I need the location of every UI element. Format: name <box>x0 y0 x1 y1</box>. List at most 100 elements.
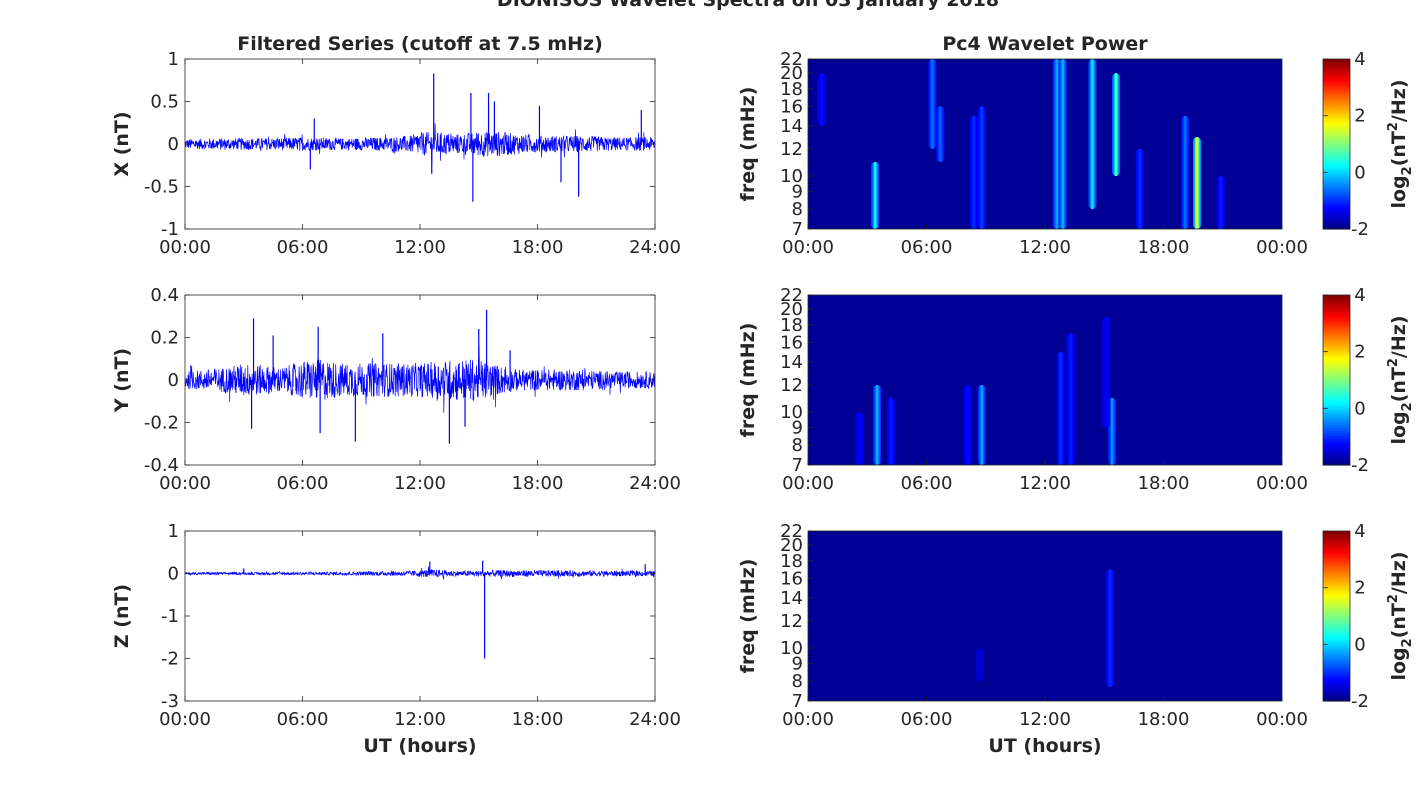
colorbar-step <box>1323 183 1350 188</box>
colorbar-step <box>1323 621 1350 625</box>
wavelet-burst <box>873 161 877 229</box>
colorbar-step <box>1323 302 1350 307</box>
y-tick-label: 0 <box>168 134 179 155</box>
y-tick-label: 18 <box>780 79 803 100</box>
colorbar-step <box>1323 541 1350 545</box>
colorbar-step <box>1323 647 1350 652</box>
wavelet-burst <box>820 73 824 127</box>
colorbar-step <box>1323 345 1350 349</box>
x-tick-label: 18:00 <box>512 237 564 258</box>
colorbar-step <box>1323 106 1350 111</box>
colorbar-step <box>1323 653 1350 657</box>
y-axis-label: X (nT) <box>111 111 133 176</box>
y-tick-label: 8 <box>792 435 803 456</box>
colorbar-step <box>1323 451 1350 455</box>
colorbar-step <box>1323 321 1350 325</box>
x-tick-label: 00:00 <box>782 709 834 730</box>
colorbar-step <box>1323 671 1350 676</box>
colorbar-step <box>1323 159 1350 164</box>
y-tick-label: 12 <box>780 139 803 160</box>
colorbar-step <box>1323 173 1350 177</box>
colorbar-step <box>1323 557 1350 561</box>
colorbar-step <box>1323 202 1350 206</box>
x-tick-label: 06:00 <box>901 473 953 494</box>
colorbar-step <box>1323 218 1350 222</box>
y-tick-label: 0 <box>168 370 179 391</box>
colorbar-step <box>1323 531 1350 535</box>
colorbar-step <box>1323 120 1350 124</box>
colorbar-step <box>1323 459 1350 463</box>
colorbar-step <box>1323 693 1350 697</box>
colorbar-step <box>1323 546 1350 551</box>
colorbar-step <box>1323 584 1350 588</box>
y-tick-label: 10 <box>780 402 803 423</box>
colorbar-step <box>1323 411 1350 416</box>
colorbar-step <box>1323 449 1350 453</box>
colorbar-label: log2(nT2/Hz) <box>1386 79 1415 208</box>
colorbar-step <box>1323 207 1350 212</box>
x-tick-label: 00:00 <box>159 473 211 494</box>
colorbar-step <box>1323 629 1350 633</box>
colorbar-step <box>1323 366 1350 370</box>
wavelet-burst <box>1219 176 1222 229</box>
colorbar-step <box>1323 112 1350 116</box>
y-tick-label: 16 <box>780 96 803 117</box>
colorbar-step <box>1323 544 1350 548</box>
colorbar-step <box>1323 101 1350 105</box>
colorbar-label-part: 2 <box>1386 594 1401 603</box>
colorbar-label-part: (nT <box>1388 603 1410 638</box>
colorbar-label-part: (nT <box>1388 367 1410 402</box>
y-tick-label: 8 <box>792 199 803 220</box>
colorbar-step <box>1323 682 1350 686</box>
colorbar-step <box>1323 443 1350 448</box>
colorbar-step <box>1323 618 1350 622</box>
colorbar-step <box>1323 109 1350 113</box>
colorbar-step <box>1323 223 1350 227</box>
colorbar-step <box>1323 462 1350 466</box>
colorbar-step <box>1323 199 1350 204</box>
colorbar-step <box>1323 77 1350 81</box>
colorbar-step <box>1323 128 1350 132</box>
colorbar-frame <box>1322 530 1351 702</box>
y-tick-label: 1 <box>168 49 179 70</box>
colorbar-label-part: 2 <box>1386 358 1401 367</box>
colorbar-step <box>1323 361 1350 365</box>
x-tick-label: 00:00 <box>159 237 211 258</box>
figure-title: DIONISOS Wavelet Spectra on 03 January 2… <box>497 0 999 11</box>
colorbar-frame <box>1322 294 1351 466</box>
colorbar-step <box>1323 536 1350 540</box>
colorbar-step <box>1323 74 1350 79</box>
colorbar-step <box>1323 353 1350 357</box>
colorbar-step <box>1323 194 1350 198</box>
colorbar-step <box>1323 178 1350 182</box>
colorbar-step <box>1323 623 1350 628</box>
wavelet-burst <box>875 384 879 465</box>
y-tick-label: 18 <box>780 551 803 572</box>
colorbar-label-part: (nT <box>1388 131 1410 166</box>
colorbar-step <box>1323 679 1350 684</box>
colorbar-step <box>1323 104 1350 108</box>
colorbar-step <box>1323 340 1350 344</box>
wavelet-burst <box>1091 59 1094 210</box>
x-tick-label: 00:00 <box>782 473 834 494</box>
colorbar-step <box>1323 324 1350 328</box>
x-tick-label: 00:00 <box>782 237 834 258</box>
y-tick-label: 0 <box>168 564 179 585</box>
colorbar-step <box>1323 133 1350 137</box>
colorbar-step <box>1323 578 1350 583</box>
y-tick-label: 7 <box>792 691 803 712</box>
colorbar-step <box>1323 398 1350 402</box>
x-tick-label: 06:00 <box>901 237 953 258</box>
colorbar-step <box>1323 613 1350 617</box>
colorbar-step <box>1323 141 1350 145</box>
y-tick-label: 10 <box>780 638 803 659</box>
series-line <box>184 345 656 413</box>
colorbar-tick-label: -2 <box>1351 219 1369 240</box>
x-tick-label: 24:00 <box>629 473 681 494</box>
colorbar-step <box>1323 165 1350 169</box>
x-tick-label: 00:00 <box>1256 709 1308 730</box>
colorbar-tick-label: 2 <box>1354 106 1365 127</box>
y-tick-label: 7 <box>792 219 803 240</box>
